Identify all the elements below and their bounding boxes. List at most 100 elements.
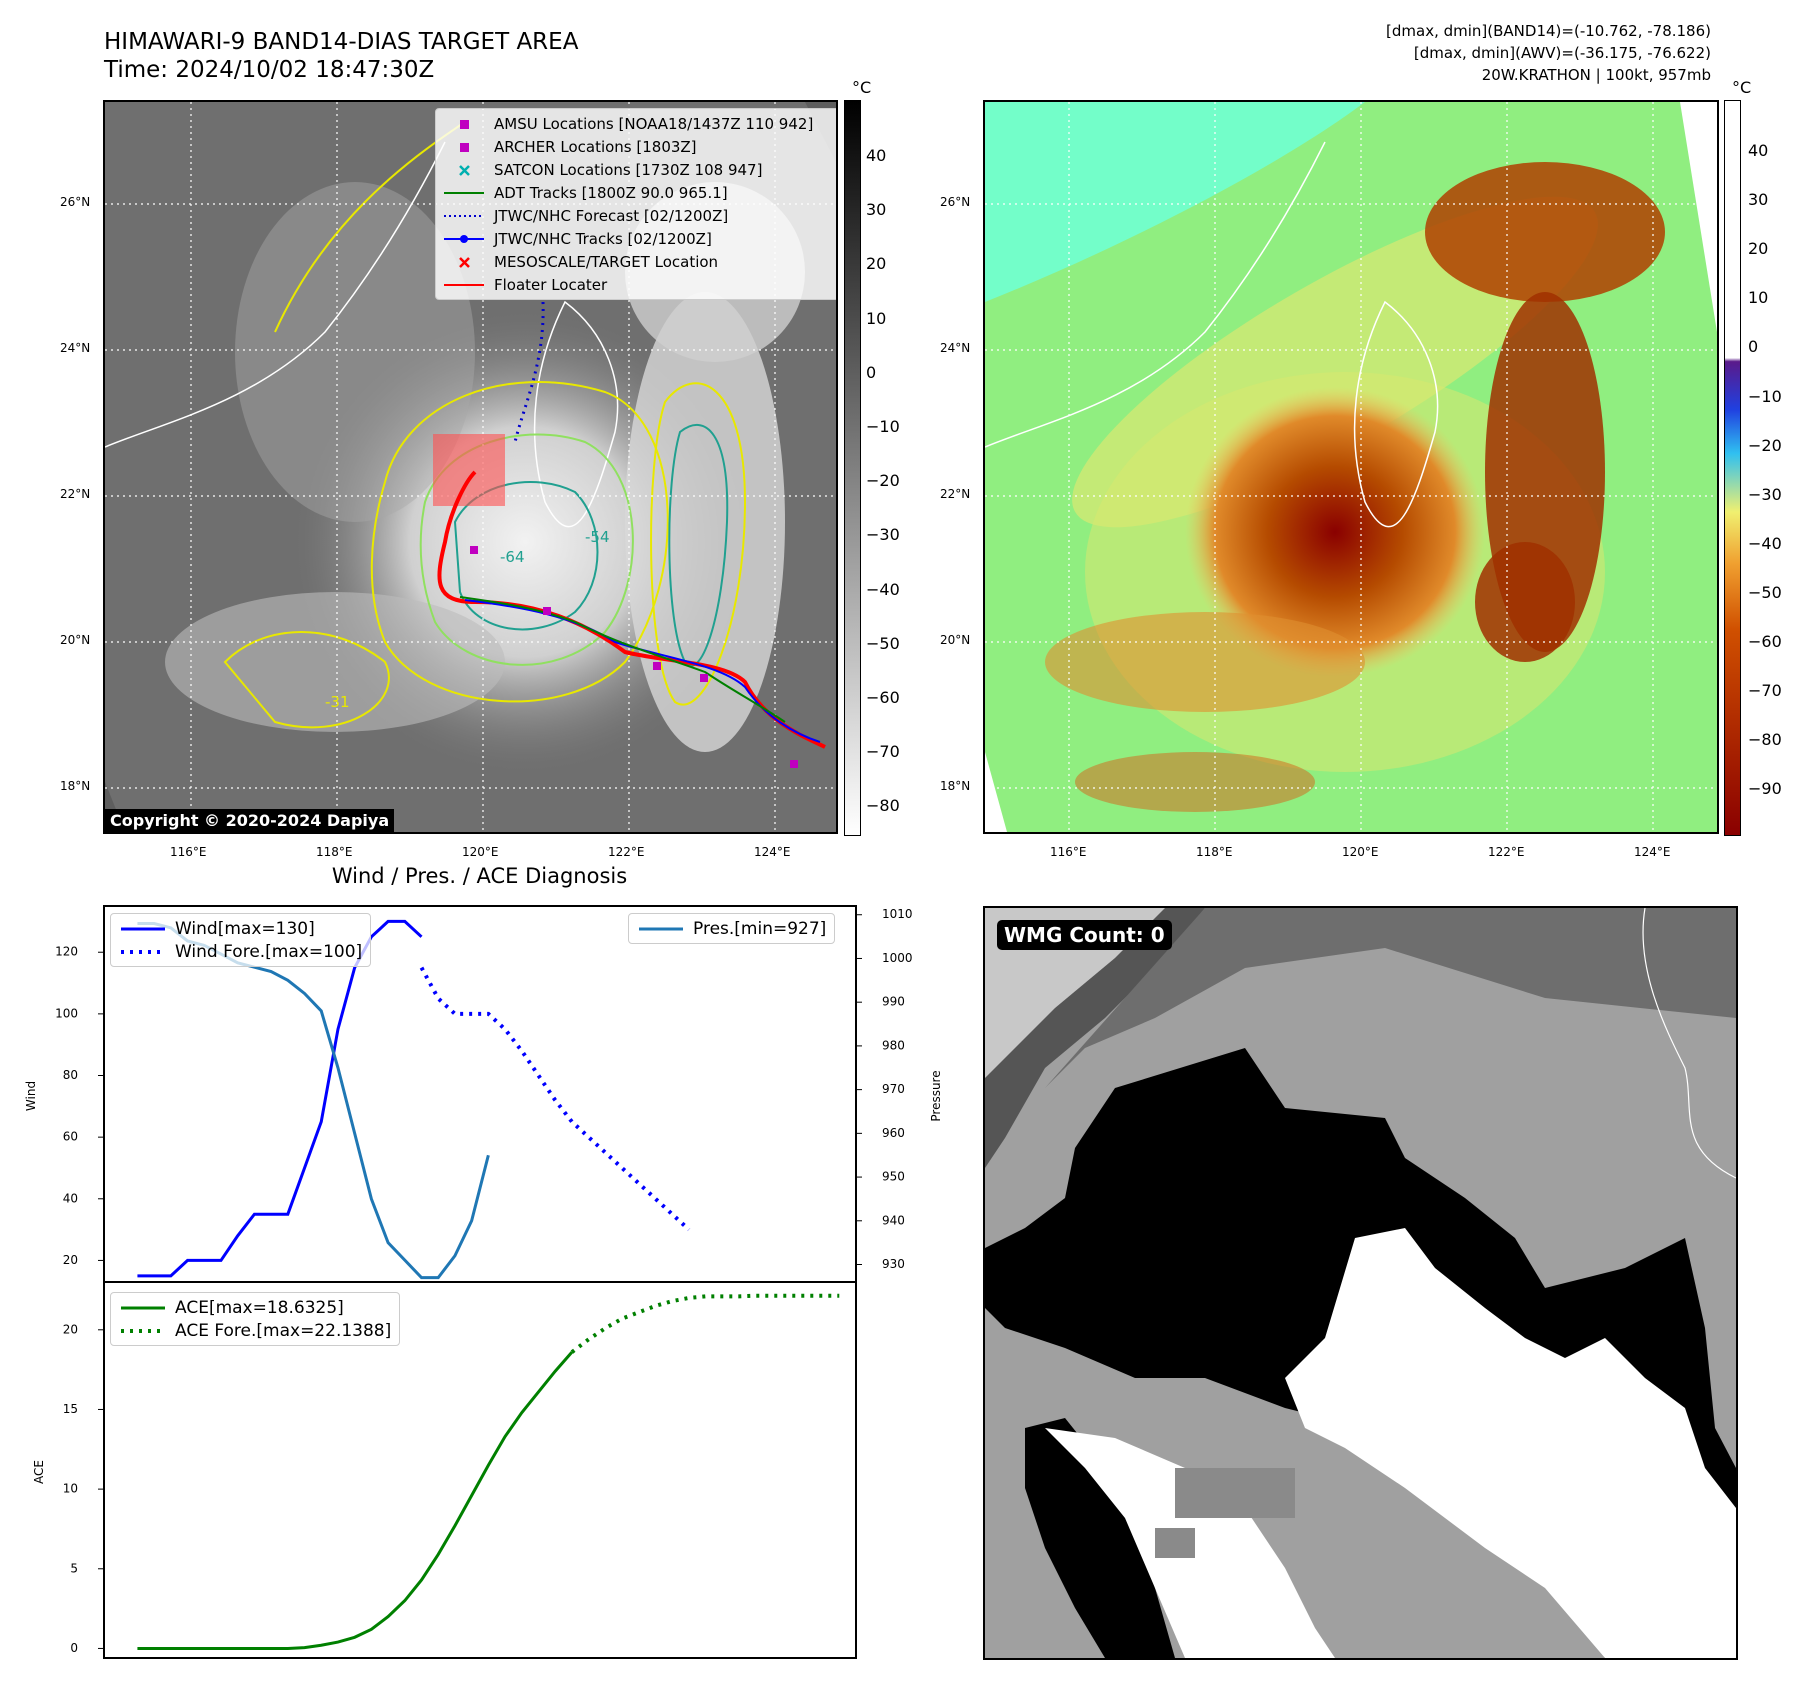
ace-legend: ACE[max=18.6325] ACE Fore.[max=22.1388] [110, 1292, 401, 1346]
wmg-panel: WMG Count: 0 [983, 906, 1738, 1660]
lon-label-124e: 124°E [754, 845, 791, 859]
pressure-tick-label: 950 [882, 1170, 905, 1184]
lon-label-116e-right: 116°E [1050, 845, 1087, 859]
colorbar-right-tick: −70 [1748, 681, 1782, 701]
lon-label-120e: 120°E [462, 845, 499, 859]
pressure-tick-label: 990 [882, 995, 905, 1009]
colorbar-left-tick: 10 [866, 308, 887, 328]
colorbar-left-tick: −40 [866, 579, 900, 599]
legend-ace: ACE[max=18.6325] [121, 1297, 344, 1318]
lat-label-20n-right: 20°N [940, 633, 971, 647]
pressure-tick-label: 980 [882, 1038, 905, 1052]
wind-tick-label: 100 [55, 1006, 78, 1020]
pressure-y-ticks: 1010 1000 990 980 970 960 950 940 930 [856, 907, 913, 1271]
colorbar-left-tick: −10 [866, 417, 900, 436]
pressure-series-line [137, 921, 490, 1280]
legend-marker-icon [444, 214, 484, 217]
legend-marker-icon [460, 142, 469, 152]
lat-label-18n-right: 18°N [940, 779, 971, 793]
ace-y-ticks: 20 15 10 5 0 [63, 1322, 104, 1655]
colorbar-right-tick: −40 [1748, 533, 1782, 553]
map-legend-item: JTWC/NHC Tracks [02/1200Z] [442, 227, 836, 250]
pressure-tick-label: 960 [882, 1126, 905, 1140]
storm-info: 20W.KRATHON | 100kt, 957mb [1481, 66, 1711, 84]
colorbar-left-tick: −20 [866, 471, 900, 491]
colorbar-right-tick: 20 [1748, 239, 1769, 259]
colorbar-right-tick: −30 [1748, 484, 1782, 504]
wind-legend: Wind[max=130] Wind Fore.[max=100] [110, 913, 372, 967]
colorbar-left-unit: °C [852, 78, 872, 97]
colorbar-right-tick: −90 [1748, 779, 1782, 799]
colorbar-left-tick: −70 [866, 742, 900, 762]
contour-label-54: -54 [585, 528, 610, 546]
lat-label-22n-right: 22°N [940, 487, 971, 501]
map-legend-item: ARCHER Locations [1803Z] [442, 135, 836, 158]
legend-wind-forecast: Wind Fore.[max=100] [121, 941, 363, 962]
awv-map-panel [983, 100, 1719, 834]
contour-label-31: -31 [325, 693, 350, 711]
lon-label-116e: 116°E [170, 845, 207, 859]
legend-wind: Wind[max=130] [121, 918, 315, 939]
legend-marker-icon [444, 283, 484, 286]
map-legend-item: AMSU Locations [NOAA18/1437Z 110 942] [442, 112, 836, 135]
chart-title: HIMAWARI-9 BAND14-DIAS TARGET AREA [104, 29, 579, 55]
lat-label-22n: 22°N [60, 487, 91, 501]
colorbar-right-tick: −20 [1748, 435, 1782, 455]
map-legend-item: ADT Tracks [1800Z 90.0 965.1] [442, 181, 836, 204]
colorbar-right-tick: −80 [1748, 730, 1782, 750]
wmg-image [985, 908, 1736, 1658]
lat-label-20n: 20°N [60, 633, 91, 647]
pressure-tick-label: 940 [882, 1213, 905, 1227]
lon-label-122e-right: 122°E [1488, 845, 1525, 859]
legend-marker-icon [444, 191, 484, 194]
ace-tick-label: 15 [63, 1402, 78, 1416]
pressure-legend: Pres.[min=927] [628, 913, 836, 944]
wind-y-ticks: 120 100 80 60 40 20 [55, 945, 104, 1267]
wind-tick-label: 40 [63, 1191, 78, 1205]
lat-label-26n-right: 26°N [940, 195, 971, 209]
contour-label-64: -64 [500, 548, 525, 566]
ace-forecast-series-line [570, 1293, 840, 1354]
ace-tick-label: 10 [63, 1482, 78, 1496]
map-legend: AMSU Locations [NOAA18/1437Z 110 942] ARC… [435, 108, 836, 300]
pressure-tick-label: 930 [882, 1257, 905, 1271]
colorbar-left-tick: 30 [866, 200, 887, 220]
colorbar-left-tick: 40 [866, 146, 887, 165]
legend-pressure: Pres.[min=927] [639, 918, 827, 939]
lat-label-18n: 18°N [60, 779, 91, 793]
legend-marker-icon [459, 164, 470, 176]
colorbar-left-tick: −80 [866, 796, 900, 816]
wind-tick-label: 20 [63, 1253, 78, 1267]
awv-map-image [985, 102, 1717, 832]
wind-ylabel: Wind [24, 1081, 38, 1111]
colorbar-left-tick: 20 [866, 254, 887, 274]
ace-series-line [137, 1351, 574, 1650]
colorbar-right-tick: −60 [1748, 632, 1782, 651]
lat-label-24n-right: 24°N [940, 341, 971, 355]
pressure-ylabel: Pressure [929, 1070, 943, 1121]
lon-label-124e-right: 124°E [1634, 845, 1671, 859]
colorbar-right-tick: 30 [1748, 190, 1769, 210]
colorbar-right-unit: °C [1732, 78, 1752, 97]
lat-label-26n: 26°N [60, 195, 91, 209]
wind-tick-label: 120 [55, 945, 78, 959]
copyright-label: Copyright © 2020-2024 Dapiya [105, 809, 395, 832]
map-legend-item: Floater Locater [442, 273, 836, 296]
pressure-tick-label: 1010 [882, 907, 913, 921]
diagnosis-title: Wind / Pres. / ACE Diagnosis [331, 864, 628, 888]
ace-ylabel: ACE [32, 1460, 46, 1484]
chart-time: Time: 2024/10/02 18:47:30Z [104, 57, 435, 83]
lon-label-120e-right: 120°E [1342, 845, 1379, 859]
map-legend-item: MESOSCALE/TARGET Location [442, 250, 836, 273]
stats-awv: [dmax, dmin](AWV)=(-36.175, -76.622) [1413, 44, 1711, 62]
wind-tick-label: 60 [63, 1130, 78, 1144]
ir-map-panel: -31 -54 -64 Copyright © 2020-2024 Dapiya… [103, 100, 838, 834]
legend-marker-icon [444, 234, 484, 243]
legend-marker-icon [460, 119, 469, 129]
lon-label-122e: 122°E [608, 845, 645, 859]
lat-label-24n: 24°N [60, 341, 91, 355]
colorbar-left-tick: 0 [866, 362, 877, 382]
diagnosis-series [137, 919, 840, 1650]
lon-label-118e: 118°E [316, 845, 353, 859]
